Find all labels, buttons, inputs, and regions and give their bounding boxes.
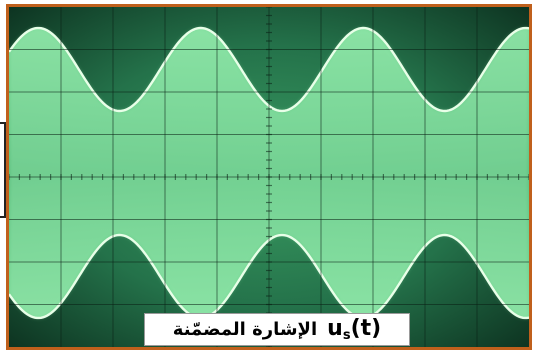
formula-subscript: s [342, 327, 351, 343]
caption-box: الإشارة المضمّنة us(t) [144, 313, 410, 346]
formula-argument: (t) [350, 315, 382, 341]
formula-symbol: u [327, 315, 343, 341]
caption-formula: us(t) [327, 315, 382, 343]
left-bracket-mark [0, 122, 6, 218]
oscilloscope-frame: الإشارة المضمّنة us(t) [6, 4, 532, 350]
graticule [9, 7, 529, 347]
caption-label: الإشارة المضمّنة [172, 319, 318, 340]
oscilloscope-screen [9, 7, 529, 347]
